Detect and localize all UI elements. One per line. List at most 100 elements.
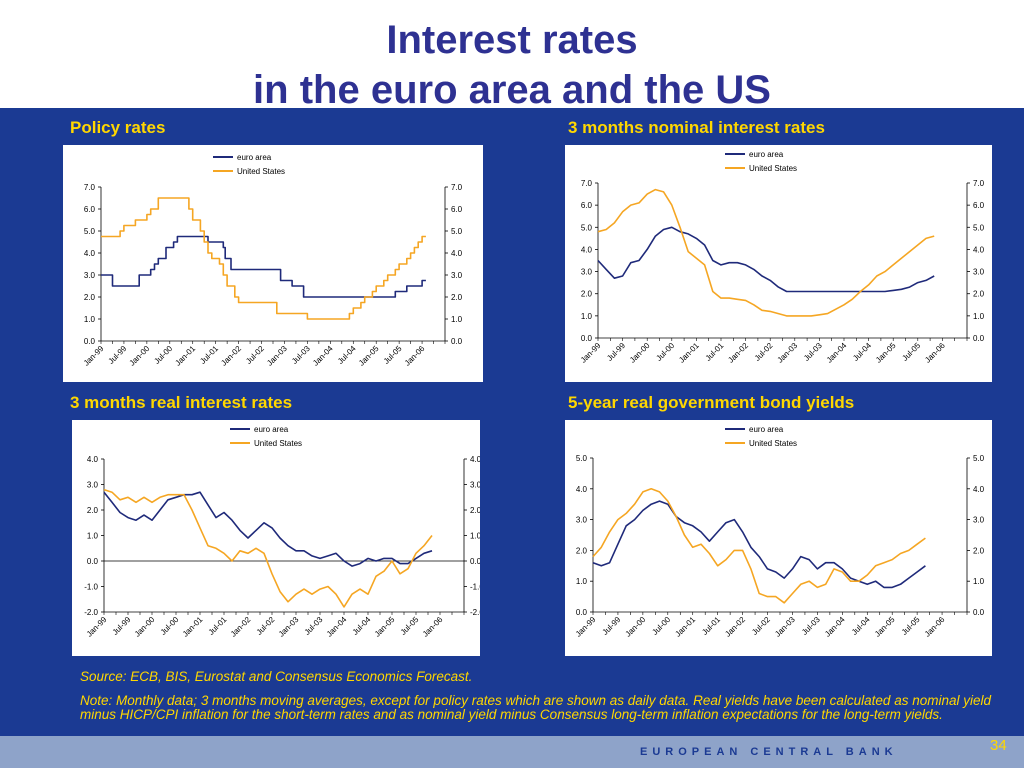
y-tick-label-right: 4.0 — [451, 249, 463, 258]
y-tick-label-right: 3.0 — [470, 481, 480, 490]
y-tick-label-right: 4.0 — [470, 455, 480, 464]
x-tick-label: Jul-01 — [207, 615, 229, 637]
y-tick-label-right: 0.0 — [470, 557, 480, 566]
page-number: 34 — [990, 737, 1007, 754]
y-tick-label-right: 1.0 — [973, 577, 985, 586]
x-tick-label: Jan-99 — [579, 341, 603, 365]
real5y-chart-heading: 5-year real government bond yields — [568, 393, 855, 412]
y-tick-label-left: 0.0 — [87, 557, 99, 566]
legend-label: United States — [749, 439, 797, 448]
y-tick-label-left: 4.0 — [576, 485, 588, 494]
x-tick-label: Jan-99 — [82, 344, 106, 368]
y-tick-label-right: 2.0 — [973, 546, 985, 555]
x-tick-label: Jan-02 — [219, 344, 243, 368]
x-tick-label: Jan-03 — [776, 341, 800, 365]
x-tick-label: Jan-01 — [673, 615, 697, 639]
x-tick-label: Jan-05 — [874, 341, 898, 365]
y-tick-label-left: 4.0 — [84, 249, 96, 258]
y-tick-label-left: 1.0 — [576, 577, 588, 586]
y-tick-label-left: 7.0 — [84, 183, 96, 192]
x-tick-label: Jan-03 — [773, 615, 797, 639]
y-tick-label-left: 2.0 — [87, 506, 99, 515]
x-tick-label: Jan-06 — [923, 341, 947, 365]
policy-chart-heading: Policy rates — [70, 118, 166, 137]
x-tick-label: Jul-04 — [850, 615, 872, 637]
legend-label: United States — [254, 439, 302, 448]
y-tick-label-right: -1.0 — [470, 583, 480, 592]
x-tick-label: Jan-05 — [873, 615, 897, 639]
x-tick-label: Jul-04 — [336, 344, 358, 366]
real3m-chart-panel: -2.0 -2.0 -1.0 -1.0 0.0 0.0 1.0 1.0 2.0 2.0 3.0 3.0… — [72, 420, 480, 656]
x-tick-label: Jul-05 — [399, 615, 421, 637]
legend-label: euro area — [254, 425, 289, 434]
x-tick-label: Jul-99 — [605, 341, 627, 363]
x-tick-label: Jul-02 — [244, 344, 266, 366]
x-tick-label: Jan-00 — [628, 341, 652, 365]
y-tick-label-left: 6.0 — [581, 201, 593, 210]
x-tick-label: Jul-01 — [700, 615, 722, 637]
nominal-3m-rates-chart: 0.0 0.0 1.0 1.0 2.0 2.0 3.0 3.0 4.0 4.0 5.0 5.0 6.0 6… — [579, 150, 985, 365]
legend-label: United States — [237, 167, 285, 176]
slide-title-line-1: Interest rates — [386, 18, 638, 62]
x-tick-label: Jul-99 — [601, 615, 623, 637]
x-tick-label: Jul-03 — [303, 615, 325, 637]
y-tick-label-right: 1.0 — [973, 312, 985, 321]
x-tick-label: Jul-05 — [900, 341, 922, 363]
euro-area-series-line — [597, 226, 935, 293]
x-tick-label: Jan-04 — [823, 615, 847, 639]
x-tick-label: Jul-03 — [290, 344, 312, 366]
y-tick-label-left: 1.0 — [84, 315, 96, 324]
euro-area-series-line — [101, 235, 426, 298]
x-tick-label: Jul-04 — [351, 615, 373, 637]
x-tick-label: Jan-00 — [624, 615, 648, 639]
y-tick-label-right: 7.0 — [973, 179, 985, 188]
x-tick-label: Jan-00 — [133, 615, 157, 639]
x-tick-label: Jan-05 — [373, 615, 397, 639]
y-tick-label-right: 3.0 — [973, 268, 985, 277]
x-tick-label: Jul-03 — [800, 615, 822, 637]
x-tick-label: Jan-03 — [277, 615, 301, 639]
x-tick-label: Jul-01 — [704, 341, 726, 363]
y-tick-label-left: 3.0 — [576, 516, 588, 525]
legend-label: United States — [749, 164, 797, 173]
y-tick-label-right: 0.0 — [973, 334, 985, 343]
x-tick-label: Jan-00 — [128, 344, 152, 368]
y-tick-label-right: 5.0 — [973, 454, 985, 463]
x-tick-label: Jan-04 — [325, 615, 349, 639]
y-tick-label-right: 2.0 — [451, 293, 463, 302]
euro-area-series-line — [592, 500, 926, 589]
y-tick-label-right: 5.0 — [973, 223, 985, 232]
title-area: Interest rates in the euro area and the … — [0, 0, 1024, 112]
y-tick-label-right: 6.0 — [973, 201, 985, 210]
x-tick-label: Jan-01 — [181, 615, 205, 639]
x-tick-label: Jul-99 — [111, 615, 133, 637]
x-tick-label: Jul-00 — [152, 344, 174, 366]
x-tick-label: Jul-05 — [382, 344, 404, 366]
methodology-note: Note: Monthly data; 3 months moving aver… — [80, 693, 991, 722]
x-tick-label: Jul-00 — [159, 615, 181, 637]
y-tick-label-right: 2.0 — [973, 290, 985, 299]
y-tick-label-right: 7.0 — [451, 183, 463, 192]
us-series-line — [101, 197, 426, 320]
x-tick-label: Jul-02 — [750, 615, 772, 637]
x-tick-label: Jan-02 — [723, 615, 747, 639]
policy-rates-chart: 0.0 0.0 1.0 1.0 2.0 2.0 3.0 3.0 4.0 4.0 5.0 5.0 6.0 6… — [82, 153, 463, 368]
y-tick-label-left: 4.0 — [87, 455, 99, 464]
y-tick-label-left: 2.0 — [581, 290, 593, 299]
x-tick-label: Jul-02 — [255, 615, 277, 637]
footer-bar: EUROPEAN CENTRAL BANK — [0, 736, 1024, 768]
y-tick-label-right: 0.0 — [451, 337, 463, 346]
y-tick-label-right: 4.0 — [973, 245, 985, 254]
y-tick-label-left: 3.0 — [581, 268, 593, 277]
y-tick-label-left: 0.0 — [84, 337, 96, 346]
y-tick-label-left: 5.0 — [581, 223, 593, 232]
x-tick-label: Jan-99 — [85, 615, 109, 639]
y-tick-label-right: 3.0 — [973, 516, 985, 525]
y-tick-label-right: 0.0 — [973, 608, 985, 617]
y-tick-label-right: 5.0 — [451, 227, 463, 236]
policy-chart-panel: 0.0 0.0 1.0 1.0 2.0 2.0 3.0 3.0 4.0 4.0 5.0 5.0 6.0 6… — [63, 145, 483, 382]
x-tick-label: Jan-01 — [173, 344, 197, 368]
y-tick-label-left: -2.0 — [84, 608, 98, 617]
x-tick-label: Jan-06 — [923, 615, 947, 639]
y-tick-label-left: 4.0 — [581, 245, 593, 254]
